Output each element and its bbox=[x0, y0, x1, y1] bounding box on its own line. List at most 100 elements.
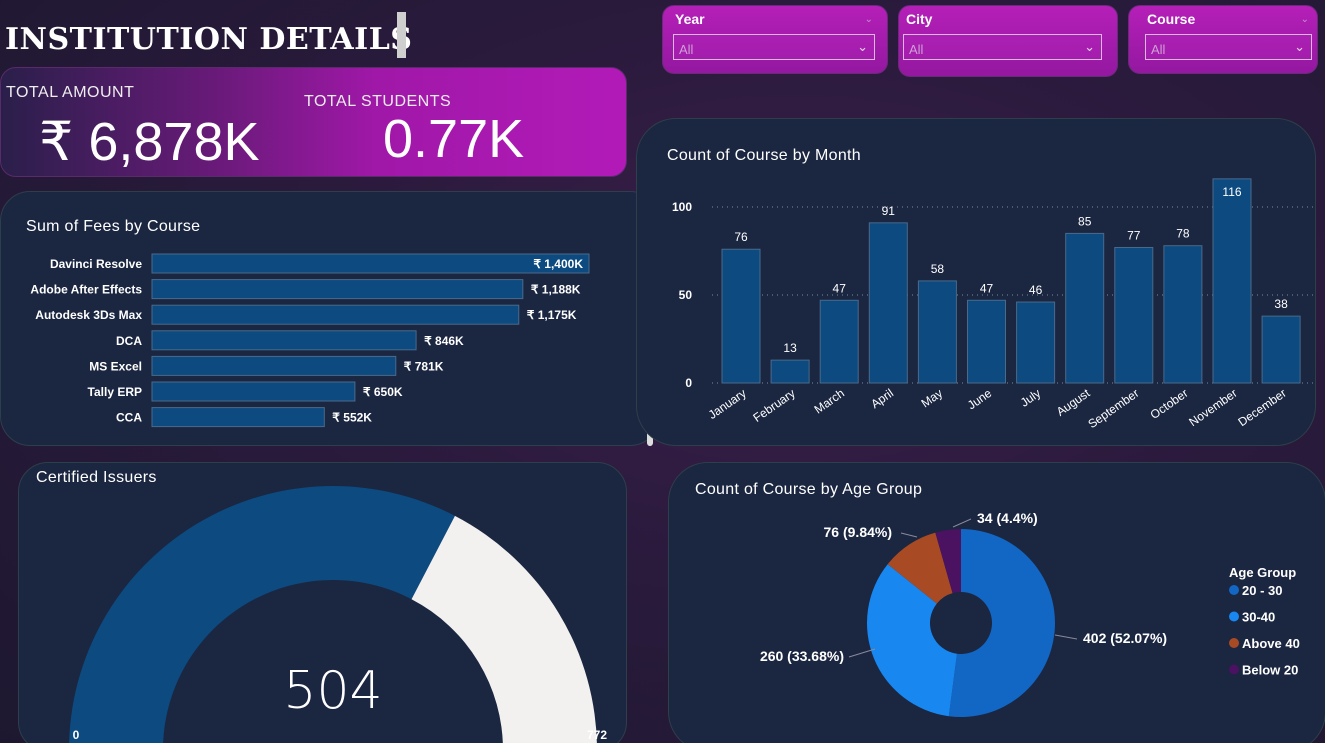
gauge-max-label: 772 bbox=[587, 728, 607, 742]
year-dropdown[interactable]: All ⌄ bbox=[673, 34, 875, 60]
data-label: 91 bbox=[882, 204, 896, 218]
data-label: 116 bbox=[1222, 185, 1241, 199]
course-slicer-label: Course bbox=[1147, 11, 1196, 27]
category-label: CCA bbox=[116, 411, 142, 425]
legend-item-label: 20 - 30 bbox=[1242, 583, 1282, 598]
gauge-track bbox=[411, 515, 597, 743]
month-bar bbox=[917, 280, 957, 384]
year-dropdown-value: All bbox=[679, 42, 694, 57]
legend-item-label: 30-40 bbox=[1242, 610, 1275, 625]
month-bar bbox=[1163, 245, 1203, 384]
total-amount-value: ₹ 6,878K bbox=[39, 112, 260, 172]
data-label: 76 bbox=[734, 230, 748, 244]
month-bar bbox=[770, 359, 810, 384]
fee-bar bbox=[151, 355, 397, 376]
month-bar bbox=[819, 299, 859, 384]
city-dropdown[interactable]: All ⌄ bbox=[903, 34, 1102, 60]
month-bar bbox=[868, 222, 908, 384]
category-label: Adobe After Effects bbox=[30, 283, 142, 297]
fees-bar-chart: Davinci Resolve ₹ 1,400K Adobe After Effec… bbox=[30, 253, 590, 428]
leader-line bbox=[1054, 634, 1078, 640]
chevron-down-icon[interactable]: ⌄ bbox=[1084, 39, 1095, 54]
month-bar bbox=[967, 299, 1006, 384]
legend-title: Age Group bbox=[1229, 565, 1296, 580]
month-bar bbox=[1065, 232, 1105, 384]
fees-by-course-card: Sum of Fees by Course Davinci Resolve ₹ 1… bbox=[0, 191, 660, 446]
donut-slice bbox=[948, 529, 1055, 717]
data-label: 46 bbox=[1029, 283, 1043, 297]
y-tick-label: 0 bbox=[685, 376, 692, 390]
category-label: DCA bbox=[116, 334, 142, 348]
month-bar bbox=[1261, 315, 1301, 384]
slice-data-label: 402 (52.07%) bbox=[1083, 630, 1167, 646]
city-slicer[interactable]: City All ⌄ bbox=[898, 5, 1118, 77]
fee-bar bbox=[151, 279, 524, 300]
x-tick-label: April bbox=[868, 386, 896, 411]
certified-issuers-card: Certified Issuers 504 0 772 bbox=[18, 462, 627, 743]
course-slicer[interactable]: Course ⌄ All ⌄ bbox=[1128, 5, 1318, 74]
x-tick-label: October bbox=[1148, 386, 1191, 422]
x-tick-label: May bbox=[919, 386, 946, 410]
slice-data-label: 260 (33.68%) bbox=[760, 648, 844, 664]
gauge-min-label: 0 bbox=[73, 728, 80, 742]
city-slicer-label: City bbox=[906, 11, 933, 27]
course-dropdown-value: All bbox=[1151, 42, 1166, 57]
data-label: ₹ 1,400K bbox=[533, 257, 583, 271]
fee-bar bbox=[151, 330, 417, 351]
data-label: 13 bbox=[783, 341, 797, 355]
data-label: 78 bbox=[1176, 227, 1190, 241]
collapse-icon[interactable]: ⌄ bbox=[864, 14, 873, 25]
legend-item-label: Above 40 bbox=[1242, 636, 1300, 651]
gauge-fill bbox=[69, 486, 455, 743]
fee-bar bbox=[151, 407, 325, 428]
legend-marker bbox=[1229, 611, 1239, 622]
title-divider bbox=[397, 12, 406, 58]
data-label: ₹ 846K bbox=[424, 334, 464, 348]
data-label: 47 bbox=[980, 281, 994, 295]
fee-bar bbox=[151, 304, 520, 325]
city-dropdown-value: All bbox=[909, 42, 924, 57]
category-label: Tally ERP bbox=[88, 385, 142, 399]
data-label: ₹ 1,175K bbox=[527, 308, 577, 322]
chevron-down-icon[interactable]: ⌄ bbox=[857, 39, 868, 54]
x-tick-label: September bbox=[1085, 386, 1141, 431]
issuers-gauge: 504 0 772 bbox=[69, 486, 607, 743]
leader-line bbox=[848, 648, 876, 658]
category-label: MS Excel bbox=[89, 359, 142, 373]
month-bar bbox=[721, 248, 761, 384]
data-label: 58 bbox=[931, 262, 945, 276]
data-label: 38 bbox=[1274, 297, 1288, 311]
year-slicer[interactable]: Year ⌄ All ⌄ bbox=[662, 5, 888, 74]
course-by-month-card: Count of Course by Month 0 50 100 76 January… bbox=[636, 118, 1317, 446]
x-tick-label: June bbox=[965, 386, 995, 413]
x-tick-label: August bbox=[1054, 386, 1093, 419]
total-students-value: 0.77K bbox=[383, 109, 525, 169]
course-by-age-card: Count of Course by Age Group 402 (52.07%… bbox=[668, 462, 1325, 743]
month-bar bbox=[1114, 246, 1154, 384]
course-dropdown[interactable]: All ⌄ bbox=[1145, 34, 1312, 60]
age-donut-chart: 402 (52.07%) 260 (33.68%) 76 (9.84%) 34 (4.… bbox=[760, 510, 1300, 717]
donut-slice bbox=[887, 532, 953, 604]
year-slicer-label: Year bbox=[675, 11, 705, 27]
x-tick-label: February bbox=[750, 386, 797, 425]
legend-marker bbox=[1229, 638, 1239, 648]
data-label: ₹ 552K bbox=[332, 411, 372, 425]
slice-data-label: 34 (4.4%) bbox=[977, 510, 1038, 526]
x-tick-label: January bbox=[706, 386, 749, 422]
donut-slice bbox=[935, 529, 961, 594]
leader-line bbox=[900, 532, 918, 538]
fees-chart-title: Sum of Fees by Course bbox=[26, 218, 201, 235]
data-label: 47 bbox=[833, 281, 847, 295]
month-chart-title: Count of Course by Month bbox=[667, 147, 861, 164]
data-label: 77 bbox=[1127, 228, 1141, 242]
collapse-icon[interactable]: ⌄ bbox=[1300, 14, 1309, 25]
fee-bar bbox=[151, 381, 356, 402]
total-students-label: TOTAL STUDENTS bbox=[304, 93, 452, 110]
age-chart-title: Count of Course by Age Group bbox=[695, 481, 923, 498]
leader-line bbox=[952, 518, 972, 528]
page-title: INSTITUTION DETAILS bbox=[5, 22, 413, 57]
legend-marker bbox=[1229, 664, 1239, 675]
kpi-card: TOTAL AMOUNT ₹ 6,878K TOTAL STUDENTS 0.7… bbox=[0, 67, 627, 177]
y-tick-label: 100 bbox=[672, 200, 692, 214]
chevron-down-icon[interactable]: ⌄ bbox=[1294, 39, 1305, 54]
